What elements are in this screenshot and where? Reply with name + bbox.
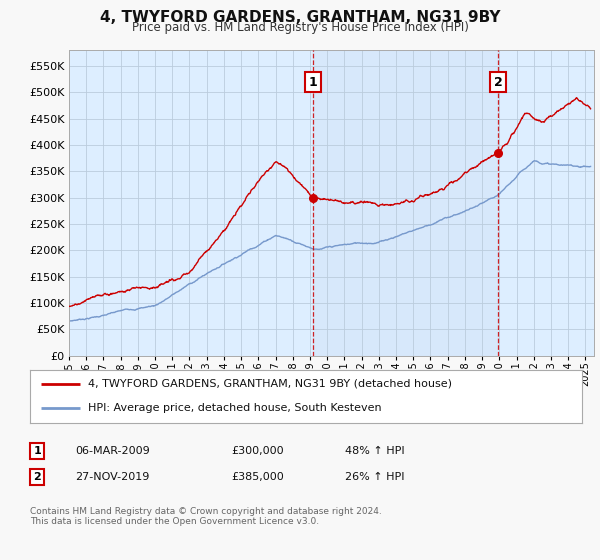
Bar bbox=[313, 50, 498, 356]
Text: 1: 1 bbox=[308, 76, 317, 89]
Text: Contains HM Land Registry data © Crown copyright and database right 2024.
This d: Contains HM Land Registry data © Crown c… bbox=[30, 507, 382, 526]
Text: 27-NOV-2019: 27-NOV-2019 bbox=[75, 472, 149, 482]
Text: 2: 2 bbox=[34, 472, 41, 482]
Text: 06-MAR-2009: 06-MAR-2009 bbox=[75, 446, 150, 456]
Text: 4, TWYFORD GARDENS, GRANTHAM, NG31 9BY (detached house): 4, TWYFORD GARDENS, GRANTHAM, NG31 9BY (… bbox=[88, 379, 452, 389]
Text: 1: 1 bbox=[34, 446, 41, 456]
Text: Price paid vs. HM Land Registry's House Price Index (HPI): Price paid vs. HM Land Registry's House … bbox=[131, 21, 469, 34]
Text: 4, TWYFORD GARDENS, GRANTHAM, NG31 9BY: 4, TWYFORD GARDENS, GRANTHAM, NG31 9BY bbox=[100, 10, 500, 25]
Text: £300,000: £300,000 bbox=[231, 446, 284, 456]
Text: £385,000: £385,000 bbox=[231, 472, 284, 482]
Text: HPI: Average price, detached house, South Kesteven: HPI: Average price, detached house, Sout… bbox=[88, 403, 382, 413]
Text: 48% ↑ HPI: 48% ↑ HPI bbox=[345, 446, 404, 456]
Text: 26% ↑ HPI: 26% ↑ HPI bbox=[345, 472, 404, 482]
Text: 2: 2 bbox=[494, 76, 502, 89]
